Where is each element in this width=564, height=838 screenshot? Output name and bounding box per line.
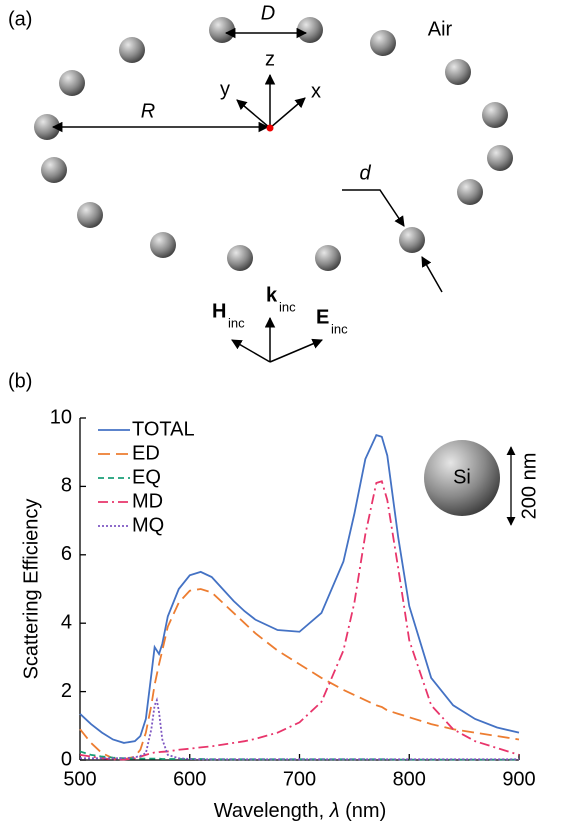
series-line bbox=[80, 697, 519, 761]
radius-label: R bbox=[141, 100, 155, 122]
legend-label: MD bbox=[132, 490, 163, 512]
x-tick-label: 500 bbox=[63, 768, 96, 790]
inset-size: 200 nm bbox=[518, 453, 540, 520]
axis-label: z bbox=[265, 48, 275, 70]
legend-label: MQ bbox=[132, 514, 164, 536]
y-tick-label: 8 bbox=[61, 475, 72, 497]
legend-label: EQ bbox=[132, 466, 161, 488]
inset-sphere bbox=[424, 440, 500, 516]
x-tick-label: 900 bbox=[502, 768, 535, 790]
incident-label: E bbox=[316, 306, 329, 328]
y-tick-label: 2 bbox=[61, 680, 72, 702]
x-tick-label: 700 bbox=[283, 768, 316, 790]
incident-sub: inc bbox=[331, 321, 348, 336]
x-axis-label: Wavelength, λ (nm) bbox=[214, 800, 387, 822]
incident-label: k bbox=[266, 284, 278, 306]
y-tick-label: 0 bbox=[61, 748, 72, 770]
inset-label: Si bbox=[453, 466, 471, 488]
origin bbox=[266, 124, 274, 132]
x-tick-label: 600 bbox=[173, 768, 206, 790]
spacing-label: D bbox=[261, 2, 275, 24]
y-tick-label: 10 bbox=[50, 406, 72, 428]
x-label-part: λ bbox=[329, 800, 340, 822]
incident-sub: inc bbox=[279, 299, 296, 314]
series-line bbox=[79, 588, 520, 761]
spheres bbox=[34, 17, 513, 271]
axis-label: x bbox=[311, 80, 321, 102]
legend-label: ED bbox=[132, 442, 160, 464]
x-label-part: Wavelength, bbox=[214, 800, 330, 822]
y-tick-label: 4 bbox=[61, 611, 72, 633]
axis-label: y bbox=[220, 78, 230, 100]
panel-label: (b) bbox=[8, 370, 32, 392]
legend-label: TOTAL bbox=[132, 418, 195, 440]
arrows bbox=[51, 27, 443, 363]
y-axis-label: Scattering Efficiency bbox=[20, 499, 42, 680]
series-line bbox=[79, 750, 519, 761]
y-tick-label: 6 bbox=[61, 543, 72, 565]
incident-sub: inc bbox=[228, 315, 245, 330]
diameter-label: d bbox=[359, 162, 371, 184]
series-line bbox=[79, 434, 520, 744]
medium-label: Air bbox=[428, 18, 453, 40]
x-tick-label: 800 bbox=[393, 768, 426, 790]
x-label-part: (nm) bbox=[340, 800, 387, 822]
panel-label: (a) bbox=[8, 8, 32, 30]
incident-label: H bbox=[212, 300, 226, 322]
